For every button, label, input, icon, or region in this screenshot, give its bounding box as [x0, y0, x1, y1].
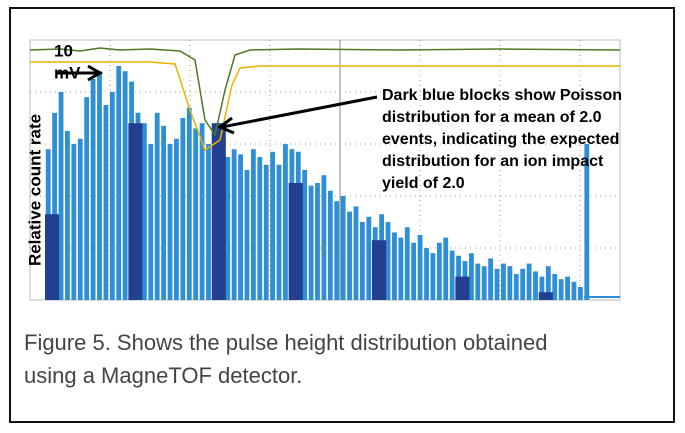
bar: [353, 206, 359, 300]
bar: [186, 107, 192, 300]
bar: [148, 144, 154, 300]
bar: [584, 144, 590, 300]
bar: [513, 274, 519, 300]
bar: [385, 222, 391, 300]
bar: [552, 274, 558, 300]
bar: [334, 201, 340, 300]
bar: [488, 258, 494, 300]
y-axis-label: Relative count rate: [25, 114, 44, 266]
bar: [321, 175, 327, 300]
bar: [347, 211, 352, 300]
bar: [481, 266, 487, 300]
bar: [141, 123, 147, 300]
bar: [366, 216, 372, 300]
bar: [71, 144, 77, 300]
bar: [577, 287, 583, 300]
bar: [494, 268, 500, 300]
annotation: Dark blue blocks show Poisson distributio…: [382, 87, 622, 192]
bar: [520, 268, 526, 300]
poisson-bar: [128, 123, 143, 300]
bar: [116, 66, 122, 300]
bar: [167, 144, 173, 300]
bar: [154, 112, 160, 300]
annotation-line: Dark blue blocks show Poisson: [382, 87, 622, 104]
bars: [45, 66, 590, 300]
bar: [526, 263, 532, 300]
bar: [424, 248, 429, 300]
bar: [103, 105, 109, 300]
bar: [161, 125, 167, 300]
bar: [109, 92, 115, 300]
bar: [180, 118, 186, 300]
bar: [417, 235, 423, 300]
bar: [359, 222, 365, 300]
bar: [250, 149, 256, 300]
bar: [52, 112, 58, 300]
annotation-line: events, indicating the expected: [382, 131, 619, 148]
bar: [507, 266, 513, 300]
annotation-line: distribution for a mean of 2.0: [382, 109, 602, 126]
bar: [90, 79, 96, 300]
scope-traces: [29, 47, 621, 298]
bar: [398, 237, 404, 300]
bar: [392, 232, 397, 300]
bar: [225, 157, 231, 300]
bar: [231, 149, 237, 300]
bar: [270, 151, 276, 300]
bar: [558, 279, 564, 300]
bar: [97, 71, 102, 300]
bar: [539, 276, 545, 300]
bar: [327, 190, 333, 300]
bar: [565, 276, 570, 300]
annotation-line: distribution for an ion impact: [382, 153, 604, 170]
annotation-line: yield of 2.0: [382, 175, 465, 192]
poisson-bar: [211, 123, 226, 300]
annotation-arrow: [217, 95, 378, 135]
bar: [193, 128, 199, 300]
bar: [449, 250, 455, 300]
bar: [65, 131, 70, 300]
bar: [468, 253, 474, 300]
bar: [122, 71, 128, 300]
caption-line: Figure 5. Shows the pulse height distrib…: [24, 330, 547, 355]
scale-label: 10: [54, 41, 73, 60]
bar: [404, 227, 410, 300]
bar: [443, 237, 449, 300]
bar: [257, 157, 263, 300]
bar: [571, 281, 577, 300]
bar: [533, 271, 538, 300]
poisson-bar: [372, 240, 387, 300]
poisson-bar: [538, 292, 553, 300]
poisson-bar: [455, 276, 470, 300]
bar: [276, 164, 282, 300]
bar: [475, 263, 481, 300]
bar: [315, 183, 320, 300]
scale-arrow: [56, 64, 103, 82]
bar: [244, 170, 250, 300]
poisson-bar: [288, 183, 303, 300]
bar: [308, 185, 314, 300]
bar: [238, 154, 243, 300]
bar: [436, 242, 442, 300]
bar: [302, 170, 308, 300]
bar: [411, 242, 417, 300]
bar: [58, 92, 64, 300]
bar: [501, 263, 506, 300]
bar: [430, 253, 436, 300]
bar: [77, 138, 83, 300]
bar: [263, 164, 269, 300]
caption: Figure 5. Shows the pulse height distrib…: [24, 330, 547, 388]
caption-line: using a MagneTOF detector.: [24, 363, 302, 388]
bar: [340, 196, 346, 300]
poisson-bar: [45, 214, 60, 300]
bar: [283, 144, 288, 300]
bar: [545, 266, 551, 300]
bar: [199, 123, 205, 300]
bar: [174, 138, 179, 300]
bar: [84, 97, 90, 300]
bar: [206, 144, 211, 300]
